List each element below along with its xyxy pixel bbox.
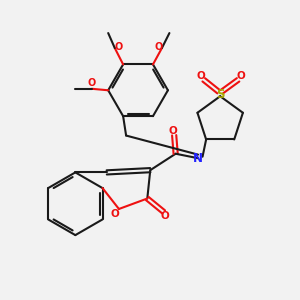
Text: O: O: [168, 126, 177, 136]
Text: S: S: [216, 88, 224, 101]
Text: O: O: [237, 70, 245, 81]
Text: O: O: [110, 209, 119, 219]
Text: N: N: [194, 152, 203, 165]
Text: O: O: [88, 78, 96, 88]
Text: O: O: [154, 41, 163, 52]
Text: O: O: [161, 211, 170, 220]
Text: O: O: [115, 41, 123, 52]
Text: O: O: [196, 70, 205, 81]
